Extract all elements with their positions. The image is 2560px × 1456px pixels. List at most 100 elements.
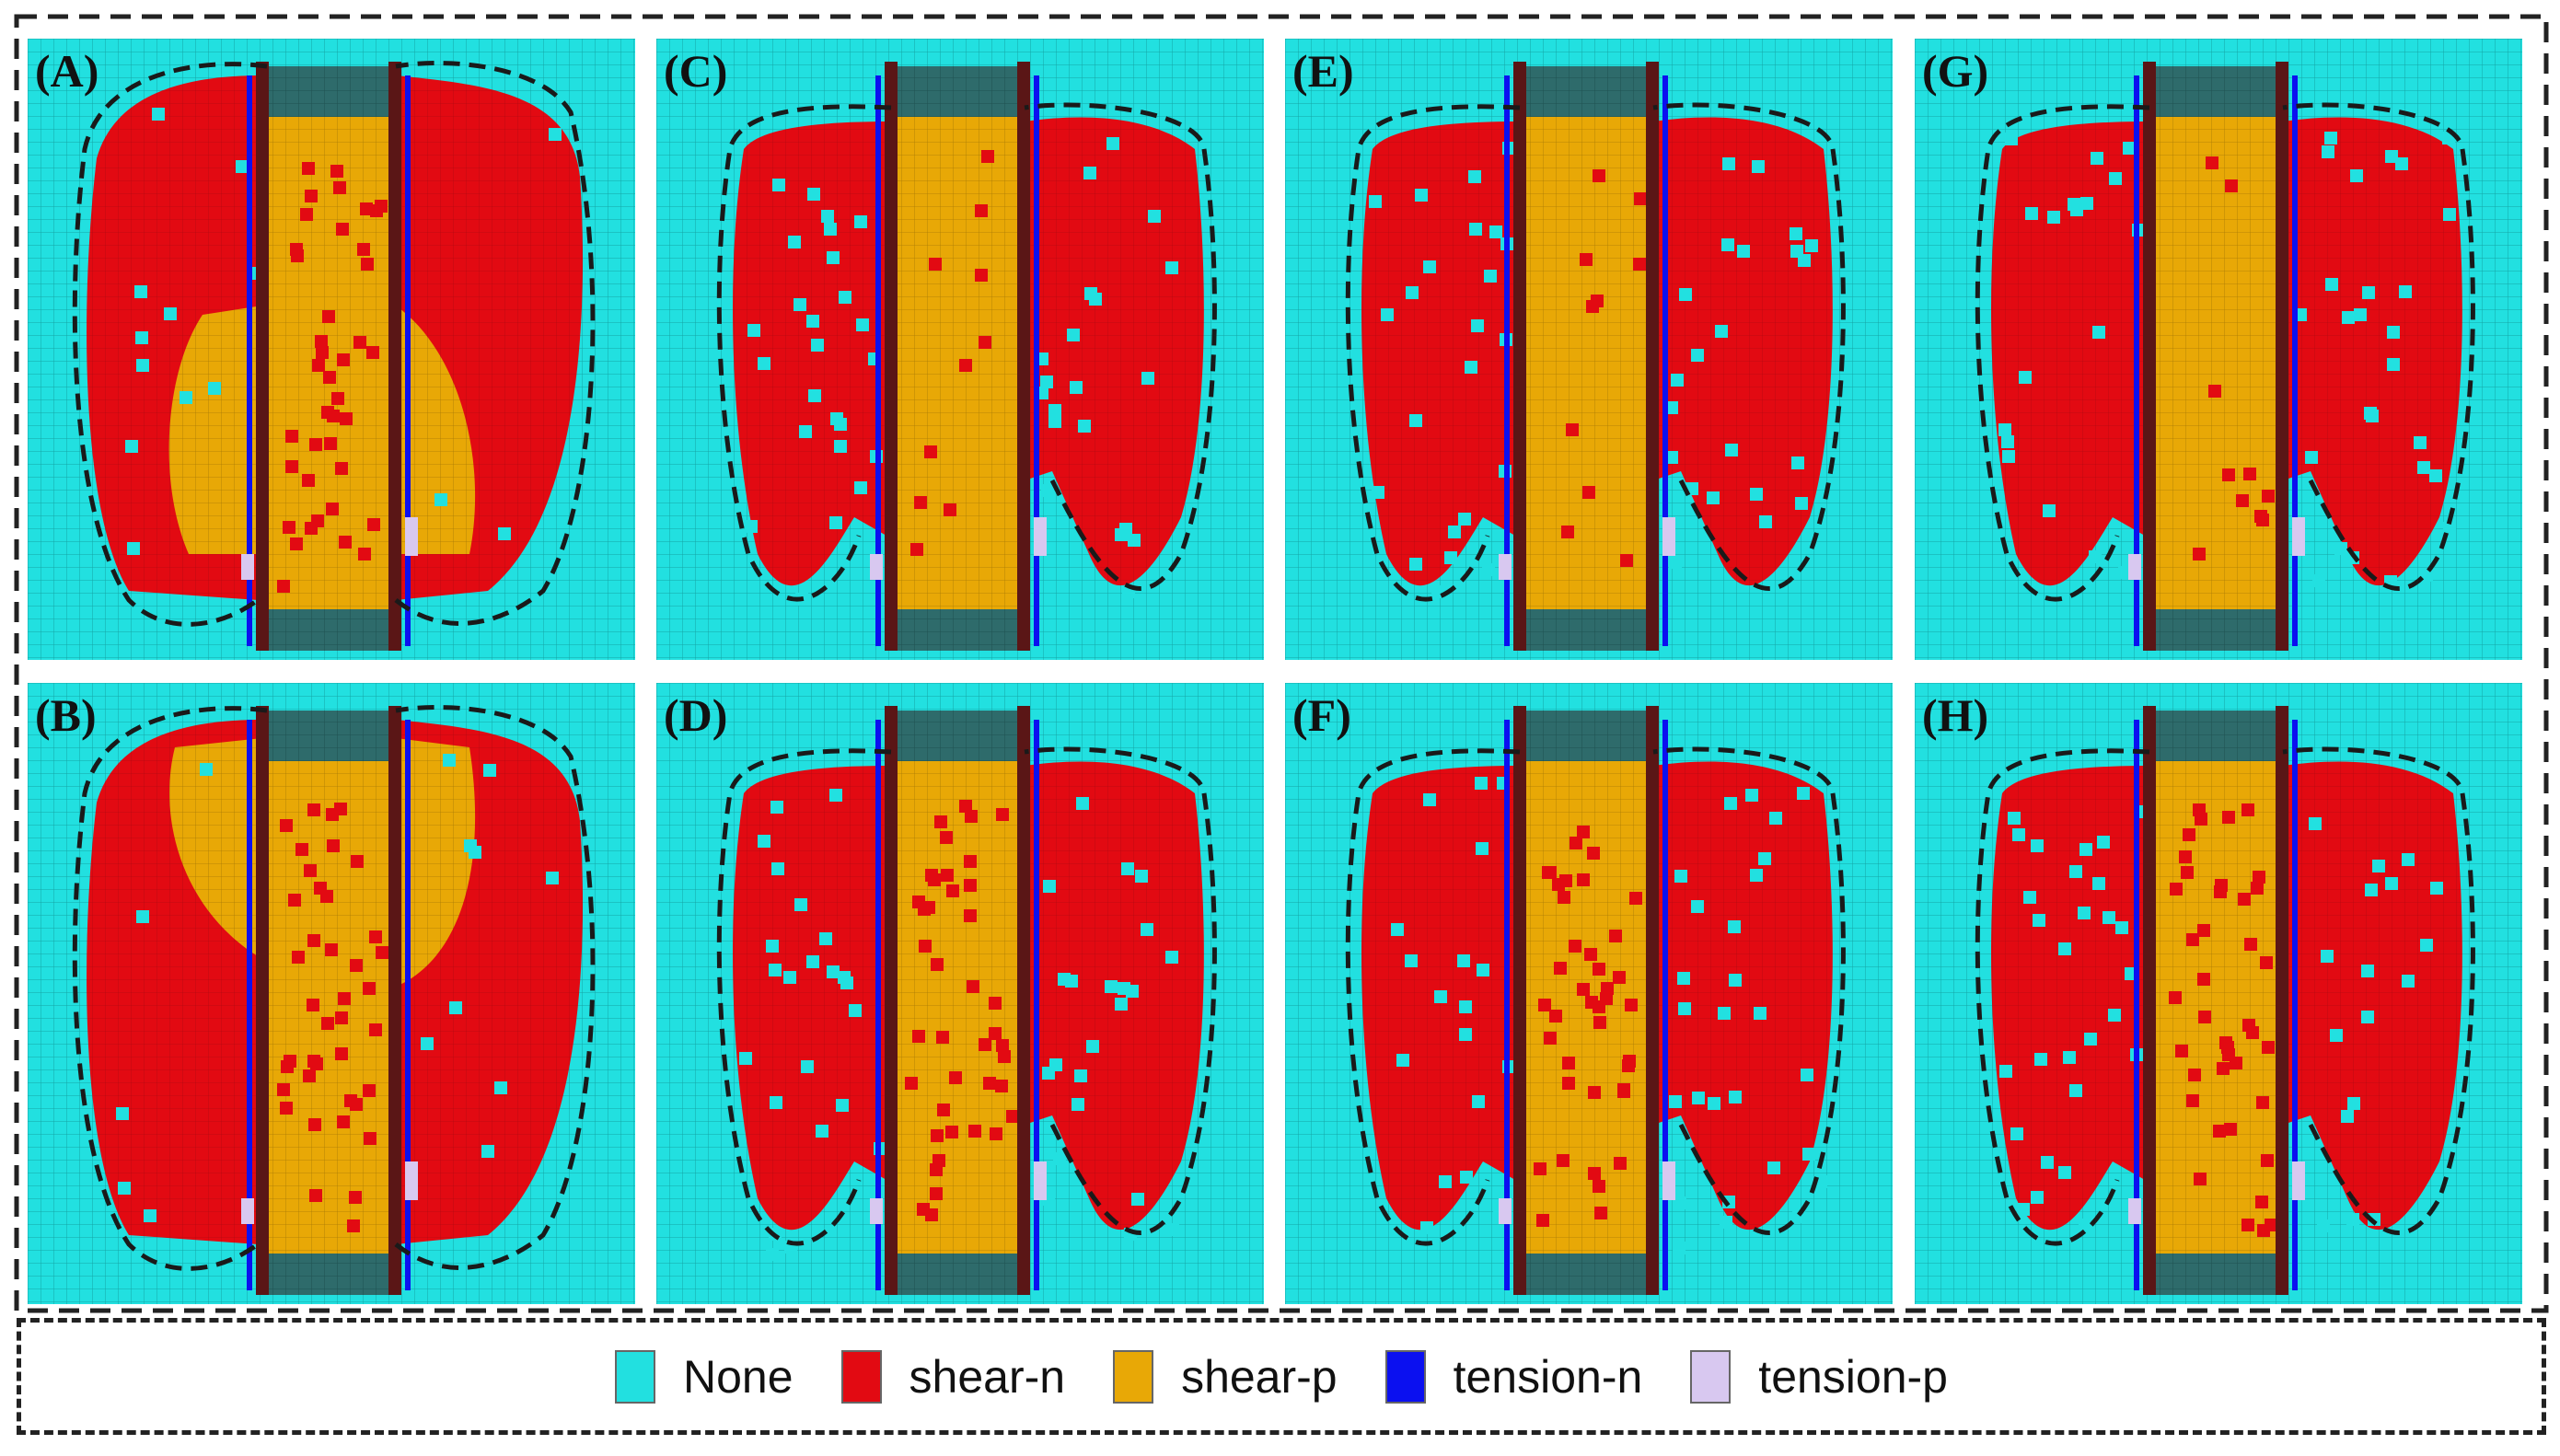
pillar-shear-n-cell [2241,803,2254,816]
elastic-cell [1078,420,1091,433]
pillar-shear-n-cell [325,943,338,956]
elastic-cell [1475,777,1488,790]
pillar-shear-n-cell [995,1080,1008,1092]
pillar-shear-n-cell [316,346,329,359]
elastic-cell [208,382,221,395]
panel-e: (E) [1285,39,1893,660]
elastic-cell [856,318,869,331]
elastic-cell [2414,436,2427,449]
pillar-bottom-cap [2149,1254,2283,1295]
elastic-cell [1469,223,1482,236]
pillar-shear-n-cell [910,543,923,556]
elastic-cell [498,527,511,540]
elastic-cell [2031,1191,2044,1204]
pillar-shear-n-cell [363,982,376,995]
elastic-cell [839,291,851,304]
legend-label-tension-n: tension-n [1453,1350,1643,1403]
pillar-shear-n-cell [990,1127,1002,1140]
pillar-shear-n-cell [1586,300,1599,313]
panel-c: (C) [656,39,1264,660]
elastic-cell [2092,326,2105,339]
elastic-cell [1070,381,1083,394]
elastic-cell [2012,828,2025,841]
pillar-shear-n-cell [1588,1086,1601,1099]
elastic-cell [1802,1148,1815,1161]
pillar-bottom-cap [2149,609,2283,651]
pillar-shear-n-cell [1580,253,1593,266]
elastic-cell [2429,469,2442,482]
elastic-cell [2420,939,2433,952]
legend-box: None shear-n shear-p tension-n tension-p [17,1318,2546,1435]
elastic-cell [236,160,249,173]
pillar-shear-n-cell [2224,1123,2237,1136]
elastic-cell [2123,142,2136,155]
elastic-cell [770,1096,782,1109]
pillar-shear-n-cell [930,1163,943,1176]
pillar-shear-n-cell [2179,850,2192,863]
pillar-shear-n-cell [288,894,301,907]
frame-left [2143,62,2156,651]
shear-n-zone-right [2283,761,2462,1231]
pillar-shear-n-cell [967,980,979,993]
elastic-cell [546,872,559,884]
elastic-cell [1131,1193,1144,1206]
elastic-cell [1669,1095,1682,1108]
pillar-top-cap [891,711,1025,761]
pillar-shear-n-cell [996,808,1009,821]
elastic-cell [2025,207,2038,220]
pillar-shear-n-cell [290,243,303,256]
elastic-cell [127,542,140,555]
panel-label-f: (F) [1292,689,1351,741]
pillar-core [269,761,388,1258]
pillar-bottom-cap [891,609,1025,651]
pillar-shear-n-cell [1554,962,1567,975]
elastic-cell [1720,1216,1732,1229]
legend: None shear-n shear-p tension-n tension-p [21,1323,2542,1430]
pillar-shear-n-cell [290,537,303,550]
elastic-cell [2443,522,2456,535]
elastic-cell [766,940,779,953]
elastic-cell [2058,1166,2071,1179]
elastic-cell [1791,456,1804,469]
elastic-cell [1074,1069,1087,1082]
elastic-cell [2008,812,2021,825]
legend-item-shear-n: shear-n [840,1349,1065,1404]
elastic-cell [1148,210,1161,223]
pillar-shear-n-cell [936,1031,949,1044]
shear-n-zone-right [1653,761,1833,1231]
elastic-cell [2091,152,2103,165]
elastic-cell [1126,985,1139,998]
pillar-shear-n-cell [353,336,366,349]
elastic-cell [799,425,812,438]
elastic-cell [421,1037,434,1050]
elastic-cell [2402,975,2415,988]
elastic-cell [1048,415,1061,428]
elastic-cell [2402,853,2415,866]
pillar-shear-n-cell [315,335,328,348]
elastic-cell [2346,1213,2359,1226]
pillar-shear-n-cell [1620,554,1633,567]
panel-a: (A) [28,39,635,660]
pillar-shear-n-cell [1634,192,1647,205]
pillar-shear-n-cell [326,503,339,515]
frame-left [885,62,898,651]
legend-swatch-shear-n [840,1349,882,1404]
pillar-shear-n-cell [1614,1157,1627,1170]
tension-p-cell [870,1198,883,1224]
pillar-shear-n-cell [975,204,988,217]
pillar-shear-n-cell [930,1187,943,1200]
elastic-cell [483,764,496,777]
elastic-cell [2417,461,2430,474]
elastic-cell [2317,1219,2330,1232]
elastic-cell [1423,260,1436,273]
pillar-shear-n-cell [944,503,956,516]
pillar-shear-n-cell [924,445,937,458]
elastic-cell [1406,286,1419,299]
elastic-cell [1040,376,1053,388]
elastic-cell [464,839,477,852]
elastic-cell [794,898,807,911]
elastic-cell [1166,1223,1179,1236]
pillar-shear-n-cell [338,992,351,1005]
tension-n-edge-right [1662,720,1668,1290]
elastic-cell [1448,526,1461,538]
